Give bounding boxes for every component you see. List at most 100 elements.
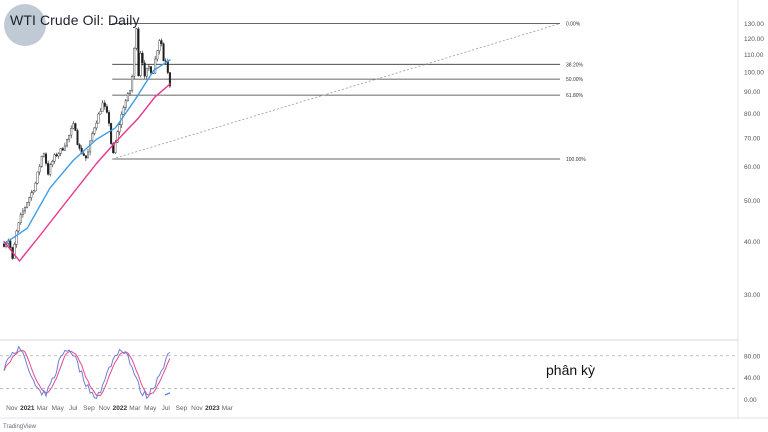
candle-body xyxy=(112,143,115,154)
y-tick-label: 100.00 xyxy=(744,70,764,77)
candle-body xyxy=(97,113,100,124)
candle-body xyxy=(124,100,127,108)
candle-body xyxy=(158,40,161,52)
candle-body xyxy=(128,90,131,94)
x-tick-label: 2023 xyxy=(205,405,220,412)
candle-body xyxy=(154,58,157,74)
price-axis[interactable]: 130.00 120.00 110.00 100.00 90.00 80.00 70.00 6… xyxy=(737,0,764,418)
y-tick-label: 50.00 xyxy=(744,198,761,205)
candle-body xyxy=(93,127,96,134)
osc-k-line xyxy=(3,345,171,400)
y-tick-label: 120.00 xyxy=(744,36,764,43)
candle-body xyxy=(145,67,148,77)
candle-body xyxy=(122,107,125,115)
candle-body xyxy=(45,153,48,164)
x-tick-label: Sep xyxy=(176,405,188,412)
chart-title: WTI Crude Oil: Daily xyxy=(10,12,140,28)
candle-body xyxy=(40,155,43,167)
candle-body xyxy=(78,144,81,149)
candle-body xyxy=(160,40,163,44)
fib-level-label: 0.00% xyxy=(566,22,581,28)
candle-body xyxy=(139,52,142,76)
candle-body xyxy=(147,66,150,69)
candle-body xyxy=(42,153,45,157)
fib-level-label: 50.00% xyxy=(566,77,584,83)
x-tick-label: 2021 xyxy=(20,405,35,412)
moving-averages xyxy=(3,59,171,262)
candle-body xyxy=(15,230,18,245)
candle-body xyxy=(30,192,33,198)
candle-body xyxy=(51,161,54,165)
fib-level-label: 61.80% xyxy=(566,93,584,99)
candle-body xyxy=(82,153,85,156)
x-tick-label: May xyxy=(52,405,65,412)
fib-level-label: 100.00% xyxy=(566,157,586,163)
candle-body xyxy=(21,210,24,215)
fib-level-label: 38.20% xyxy=(566,62,584,68)
x-tick-label: Mar xyxy=(222,405,234,412)
candle-body xyxy=(149,66,152,74)
candle-body xyxy=(59,148,62,154)
candle-body xyxy=(105,106,108,113)
candle-body xyxy=(24,207,27,212)
x-tick-label: Nov xyxy=(99,405,111,412)
divergence-annotation: phân kỳ xyxy=(546,362,596,378)
candle-body xyxy=(47,163,50,175)
candle-body xyxy=(143,62,146,77)
candle-body xyxy=(91,133,94,142)
price-candles xyxy=(3,26,171,260)
candle-body xyxy=(55,154,58,157)
candle-body xyxy=(38,166,41,173)
fib-trend-line xyxy=(112,23,561,160)
osc-d-line xyxy=(3,349,171,396)
candle-body xyxy=(95,122,98,129)
candle-body xyxy=(17,222,20,232)
osc-tick-label: 0.00 xyxy=(744,397,757,404)
candle-body xyxy=(63,145,66,151)
x-tick-label: Jul xyxy=(69,405,78,412)
moving-average-slow-line xyxy=(3,83,171,262)
candle-body xyxy=(84,155,87,159)
candle-body xyxy=(110,123,113,144)
osc-tick-label: 40.00 xyxy=(744,375,761,382)
candle-body xyxy=(28,197,31,203)
tradingview-watermark: TradingView xyxy=(3,424,37,430)
y-tick-label: 60.00 xyxy=(744,164,761,171)
candle-body xyxy=(99,111,102,115)
time-axis[interactable]: Nov 2021 Mar May Jul Sep Nov 2022 Mar May Jul Sep No… xyxy=(0,405,768,419)
x-tick-label: Nov xyxy=(6,405,18,412)
candle-body xyxy=(118,124,121,133)
candle-body xyxy=(26,202,29,208)
candle-body xyxy=(65,139,68,147)
candle-body xyxy=(131,76,134,91)
candle-body xyxy=(72,123,75,129)
candle-body xyxy=(156,50,159,60)
candle-body xyxy=(76,130,79,145)
x-tick-label: Mar xyxy=(129,405,141,412)
candle-body xyxy=(70,128,73,136)
divergence-line xyxy=(164,392,171,396)
candle-body xyxy=(68,134,71,140)
candle-body xyxy=(162,43,165,62)
x-tick-label: 2022 xyxy=(113,405,128,412)
candle-body xyxy=(137,28,140,76)
candle-body xyxy=(116,131,119,143)
candle-body xyxy=(168,72,171,87)
x-tick-label: Jul xyxy=(162,405,171,412)
candle-body xyxy=(9,240,12,248)
candle-body xyxy=(135,28,138,49)
candle-body xyxy=(13,244,16,259)
y-tick-label: 70.00 xyxy=(744,136,761,143)
candle-body xyxy=(103,102,106,107)
candle-body xyxy=(126,93,129,102)
x-tick-label: May xyxy=(144,405,157,412)
candle-body xyxy=(49,164,52,175)
oscillator-pane xyxy=(0,339,738,400)
candle-body xyxy=(34,182,37,192)
fibonacci-retracement[interactable]: 0.00% 38.20% 50.00% 61.80% 100.00% xyxy=(112,22,586,163)
logo-icon xyxy=(4,4,46,46)
candle-body xyxy=(32,190,35,193)
candle-body xyxy=(101,102,104,112)
y-tick-label: 130.00 xyxy=(744,21,764,28)
